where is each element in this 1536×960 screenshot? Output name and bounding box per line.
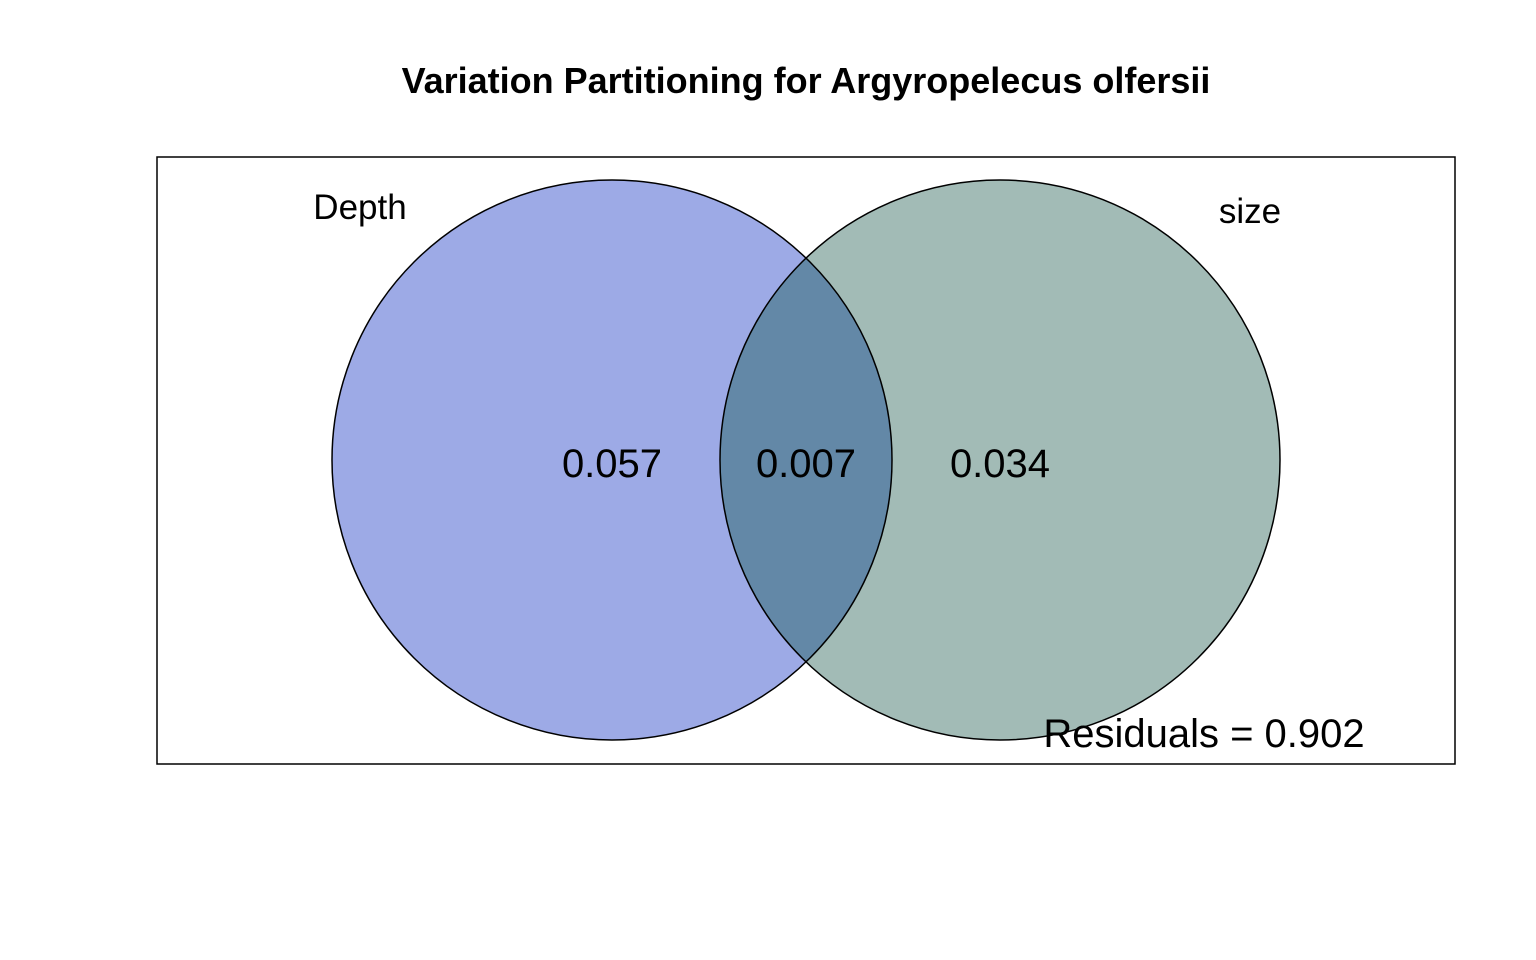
chart-title: Variation Partitioning for Argyropelecus… [402,60,1211,101]
residuals-label: Residuals = 0.902 [1043,712,1364,756]
depth-label: Depth [313,188,406,227]
depth-circle-outline [331,179,893,741]
depth-unique-value: 0.057 [562,442,662,486]
size-label: size [1219,192,1281,231]
shared-value: 0.007 [756,442,856,486]
plot-frame [156,156,1456,765]
size-circle [720,180,1280,740]
depth-circle [332,180,892,740]
size-circle-outline [719,179,1281,741]
size-unique-value: 0.034 [950,442,1050,486]
